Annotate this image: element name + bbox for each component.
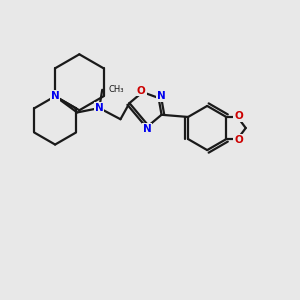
Text: O: O xyxy=(234,135,243,145)
Text: O: O xyxy=(137,85,146,96)
Text: N: N xyxy=(95,103,104,113)
Text: O: O xyxy=(234,111,243,121)
Text: N: N xyxy=(157,92,165,101)
Text: N: N xyxy=(142,124,152,134)
Text: N: N xyxy=(51,91,59,101)
Text: CH₃: CH₃ xyxy=(109,85,124,94)
